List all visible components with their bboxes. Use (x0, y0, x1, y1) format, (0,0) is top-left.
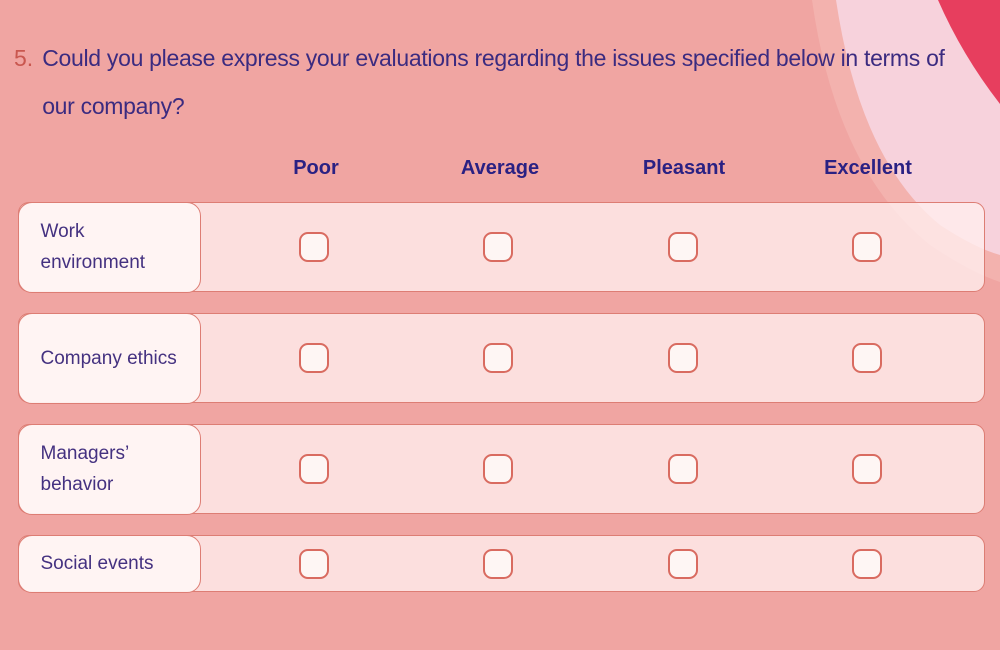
column-header-excellent: Excellent (824, 157, 912, 179)
column-header-poor: Poor (293, 157, 339, 179)
checkbox-social-events-excellent[interactable] (851, 548, 882, 579)
checkbox-managers-behavior-poor[interactable] (299, 454, 330, 484)
question-text: Could you please express your evaluation… (42, 45, 945, 119)
matrix-rows: Work environment Company ethics Managers… (17, 201, 985, 593)
column-headers: Poor Average Pleasant Excellent (224, 157, 960, 180)
checkbox-managers-behavior-pleasant[interactable] (667, 454, 698, 484)
column-header-average: Average (460, 157, 540, 179)
checkbox-company-ethics-pleasant[interactable] (667, 343, 698, 373)
row-label-social-events: Social events (17, 534, 201, 593)
checkbox-work-environment-poor[interactable] (299, 232, 330, 262)
row-label-company-ethics: Company ethics (17, 312, 201, 404)
checkbox-managers-behavior-average[interactable] (483, 454, 514, 484)
checkbox-area (199, 314, 984, 402)
matrix-row-work-environment: Work environment (17, 201, 985, 293)
row-label-managers-behavior: Managers’ behavior (17, 423, 201, 515)
matrix-row-social-events: Social events (17, 534, 985, 593)
question-block: 5. Could you please express your evaluat… (14, 34, 967, 130)
crimson-corner-shape (938, 0, 1000, 104)
matrix-row-company-ethics: Company ethics (17, 312, 985, 404)
light-pink-curve-band (836, 0, 1000, 255)
checkbox-area (199, 425, 984, 513)
checkbox-managers-behavior-excellent[interactable] (851, 454, 882, 484)
checkbox-company-ethics-poor[interactable] (299, 343, 330, 373)
checkbox-work-environment-excellent[interactable] (851, 232, 882, 262)
checkbox-company-ethics-average[interactable] (483, 343, 514, 373)
checkbox-work-environment-average[interactable] (483, 232, 514, 262)
checkbox-social-events-pleasant[interactable] (667, 548, 698, 579)
checkbox-area (199, 536, 984, 591)
checkbox-company-ethics-excellent[interactable] (851, 343, 882, 373)
checkbox-social-events-poor[interactable] (299, 548, 330, 579)
row-label-work-environment: Work environment (17, 201, 201, 293)
checkbox-social-events-average[interactable] (483, 548, 514, 579)
checkbox-work-environment-pleasant[interactable] (667, 232, 698, 262)
matrix-row-managers-behavior: Managers’ behavior (17, 423, 985, 515)
checkbox-area (199, 203, 984, 291)
column-header-pleasant: Pleasant (642, 157, 726, 179)
question-number: 5. (14, 45, 34, 71)
